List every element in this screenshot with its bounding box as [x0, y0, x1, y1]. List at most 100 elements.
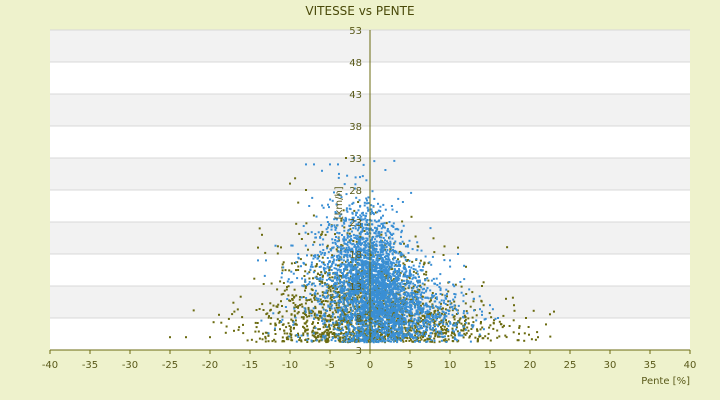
scatter-point	[319, 250, 322, 253]
scatter-point	[418, 262, 421, 265]
scatter-point	[470, 333, 473, 336]
scatter-point	[378, 264, 381, 267]
scatter-point	[428, 315, 430, 317]
scatter-point	[372, 213, 375, 216]
scatter-point	[370, 291, 373, 294]
scatter-point	[381, 283, 384, 286]
scatter-point	[435, 293, 437, 295]
scatter-point	[379, 336, 382, 339]
scatter-point	[478, 335, 481, 338]
scatter-point	[387, 260, 390, 263]
scatter-point	[378, 311, 381, 314]
scatter-point	[378, 325, 381, 328]
scatter-point	[390, 340, 392, 343]
scatter-point	[290, 333, 293, 336]
scatter-point	[433, 282, 436, 285]
scatter-point	[356, 282, 359, 285]
scatter-point	[367, 250, 370, 253]
scatter-point	[401, 280, 404, 283]
scatter-point	[307, 308, 310, 311]
scatter-point	[375, 288, 378, 291]
scatter-point	[381, 274, 384, 277]
scatter-point	[366, 271, 369, 274]
scatter-point	[431, 255, 434, 258]
scatter-point	[465, 332, 468, 335]
scatter-point	[400, 231, 403, 234]
scatter-point	[319, 298, 322, 301]
scatter-point	[414, 276, 417, 279]
scatter-point	[388, 221, 391, 223]
scatter-point	[429, 320, 432, 323]
scatter-point	[434, 320, 437, 323]
scatter-point	[341, 309, 344, 312]
scatter-point	[380, 275, 383, 278]
scatter-point	[365, 317, 367, 320]
scatter-point	[385, 255, 388, 258]
scatter-point	[425, 332, 428, 335]
scatter-point	[396, 227, 398, 230]
scatter-point	[282, 261, 285, 264]
scatter-point	[236, 308, 239, 311]
scatter-point	[456, 340, 459, 343]
scatter-point	[425, 302, 428, 305]
scatter-point	[335, 304, 338, 307]
scatter-point	[440, 302, 442, 305]
scatter-point	[354, 265, 356, 268]
scatter-point	[423, 304, 426, 307]
scatter-point	[385, 263, 388, 266]
scatter-point	[422, 265, 425, 268]
scatter-point	[326, 340, 329, 343]
scatter-point	[398, 242, 401, 245]
scatter-point	[356, 326, 359, 329]
scatter-point	[435, 330, 438, 333]
scatter-point	[395, 319, 398, 322]
scatter-point	[380, 324, 382, 327]
scatter-point	[385, 269, 388, 272]
scatter-point	[377, 202, 379, 205]
scatter-point	[467, 317, 470, 320]
scatter-point	[346, 274, 349, 277]
scatter-point	[342, 263, 345, 266]
scatter-point	[351, 267, 354, 270]
scatter-point	[356, 289, 359, 292]
scatter-point	[378, 336, 381, 338]
scatter-point	[423, 333, 426, 336]
scatter-point	[348, 263, 351, 266]
scatter-point	[378, 330, 381, 333]
scatter-point	[406, 329, 409, 332]
scatter-point	[345, 255, 348, 257]
scatter-point	[361, 287, 364, 290]
scatter-point	[340, 196, 343, 199]
scatter-point	[320, 300, 323, 303]
scatter-point	[349, 313, 352, 316]
scatter-point	[328, 261, 330, 264]
scatter-point	[321, 256, 324, 259]
scatter-point	[373, 323, 376, 326]
scatter-point	[334, 275, 337, 278]
scatter-point	[322, 322, 325, 325]
scatter-point	[404, 292, 406, 295]
scatter-point	[398, 318, 401, 321]
scatter-point	[371, 223, 374, 226]
scatter-point	[415, 258, 418, 261]
scatter-point	[271, 340, 274, 343]
scatter-point	[360, 243, 363, 245]
scatter-point	[407, 281, 410, 284]
scatter-point	[293, 288, 296, 291]
scatter-point	[365, 324, 368, 327]
scatter-point	[377, 312, 380, 315]
scatter-point	[389, 262, 392, 264]
scatter-point	[433, 300, 436, 303]
scatter-point	[440, 314, 443, 317]
scatter-point	[352, 334, 355, 337]
scatter-point	[407, 320, 410, 323]
scatter-point	[342, 298, 345, 301]
scatter-point	[299, 296, 302, 298]
scatter-point	[394, 321, 397, 324]
scatter-point	[354, 176, 357, 179]
scatter-point	[378, 232, 381, 235]
scatter-point	[371, 283, 373, 286]
scatter-point	[297, 269, 300, 271]
scatter-point	[297, 332, 299, 335]
scatter-point	[321, 338, 324, 341]
